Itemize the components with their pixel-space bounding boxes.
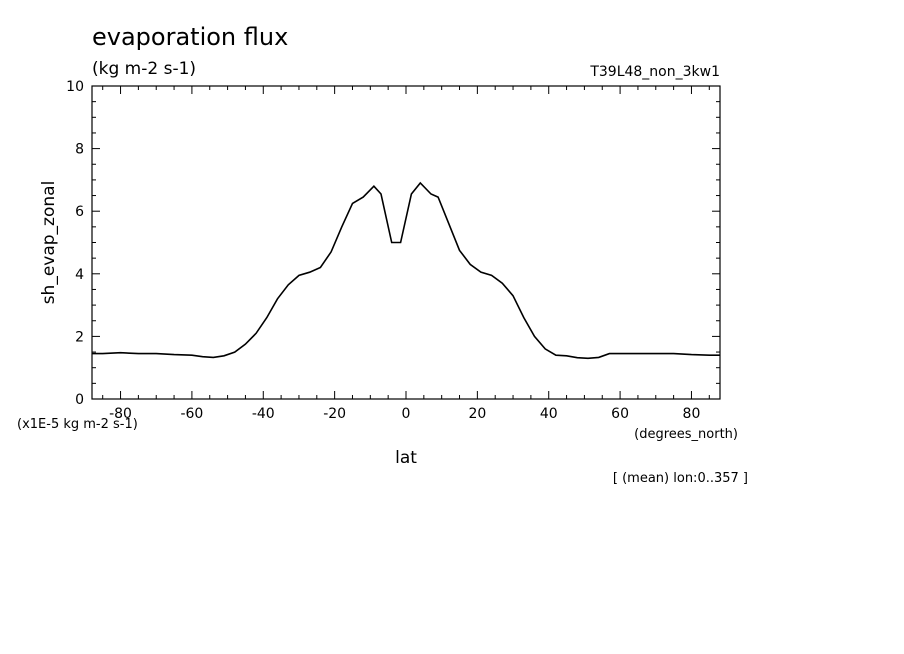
- x-axis-label: lat: [395, 448, 417, 468]
- x-tick-label: -80: [109, 406, 132, 422]
- x-units-label: (degrees_north): [634, 427, 738, 442]
- axis-tick-labels: -80 -60 -40 -20 0 20 40 60 80 0 2 4 6 8 10: [66, 79, 700, 422]
- y-tick-label: 4: [75, 267, 84, 283]
- y-tick-label: 8: [75, 142, 84, 158]
- chart-subtitle: (kg m-2 s-1): [92, 59, 196, 79]
- y-axis-label: sh_evap_zonal: [39, 181, 59, 305]
- run-label: T39L48_non_3kw1: [589, 64, 720, 80]
- x-tick-label: -60: [180, 406, 203, 422]
- x-tick-label: 0: [402, 406, 411, 422]
- footnote: [ (mean) lon:0..357 ]: [613, 471, 748, 486]
- x-tick-label: -40: [252, 406, 275, 422]
- x-tick-label: 40: [540, 406, 558, 422]
- y-tick-label: 6: [75, 204, 84, 220]
- y-axis-label-group: sh_evap_zonal: [39, 181, 59, 305]
- x-tick-label: 60: [611, 406, 629, 422]
- series-line: [92, 181, 720, 360]
- y-units-label: (x1E-5 kg m-2 s-1): [17, 417, 138, 432]
- x-tick-label: 20: [468, 406, 486, 422]
- y-tick-label: 0: [75, 392, 84, 408]
- y-tick-label: 10: [66, 79, 84, 95]
- plot-frame: [91, 85, 721, 400]
- chart-title: evaporation flux: [92, 23, 288, 51]
- x-tick-label: 80: [683, 406, 701, 422]
- axis-ticks: [92, 85, 720, 400]
- x-tick-label: -20: [323, 406, 346, 422]
- y-tick-label: 2: [75, 329, 84, 345]
